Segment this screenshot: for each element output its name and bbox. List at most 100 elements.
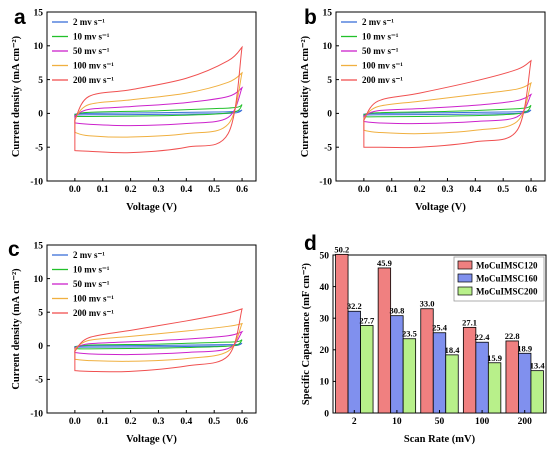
panel-label: a	[14, 6, 26, 29]
bar	[530, 370, 544, 414]
bar-value-label: 15.9	[487, 353, 502, 363]
x-tick-label: 0.6	[525, 185, 537, 195]
y-tick-label: -10	[30, 409, 43, 419]
cv-curve-4	[363, 59, 532, 149]
bar-value-label: 27.7	[359, 315, 375, 325]
y-tick-label: 10	[320, 378, 330, 388]
x-tick-label: 0.5	[208, 185, 220, 195]
cv-curve-0	[363, 109, 532, 116]
y-tick-label: 10	[323, 42, 333, 52]
bar-value-label: 27.1	[462, 317, 477, 327]
bar	[360, 325, 374, 414]
bar-value-label: 22.8	[505, 331, 520, 341]
x-tick-label: 0.6	[236, 185, 248, 195]
x-axis-label: Voltage (V)	[126, 202, 177, 213]
y-tick-label: 15	[34, 241, 44, 251]
x-tick-label: 0.2	[125, 185, 137, 195]
legend-label: 50 mv s⁻¹	[73, 46, 110, 56]
y-tick-label: 10	[34, 275, 44, 285]
legend-label: 2 mv s⁻¹	[73, 250, 105, 260]
legend-label: 100 mv s⁻¹	[73, 61, 114, 71]
y-tick-label: 50	[320, 251, 330, 261]
legend-label: 200 mv s⁻¹	[73, 308, 114, 318]
x-tick-label: 0.4	[469, 185, 481, 195]
y-tick-label: 0	[38, 110, 43, 120]
legend-label: MoCuIMSC200	[476, 287, 538, 297]
x-tick-label: 50	[435, 417, 445, 427]
legend-swatch	[457, 286, 473, 296]
bar	[402, 338, 417, 414]
bar-value-label: 33.0	[420, 299, 435, 309]
x-tick-label: 0.5	[497, 185, 509, 195]
plot-frame	[46, 11, 257, 182]
y-tick-label: 5	[327, 76, 332, 86]
y-tick-label: 0	[327, 110, 332, 120]
bar-value-label: 32.2	[347, 301, 362, 311]
cv-curve-3	[74, 322, 243, 362]
cv-curve-0	[74, 342, 243, 348]
cv-curve-2	[74, 86, 244, 127]
x-tick-label: 0.1	[97, 417, 109, 427]
bar-value-label: 13.4	[530, 361, 546, 371]
bar	[445, 354, 459, 414]
cv-curve-1	[363, 104, 532, 118]
y-tick-label: -5	[35, 144, 43, 154]
legend-label: MoCuIMSC160	[476, 274, 538, 284]
legend-label: 200 mv s⁻¹	[362, 75, 403, 85]
y-tick-label: 20	[320, 346, 330, 356]
legend-label: 2 mv s⁻¹	[73, 17, 105, 27]
legend-label: 100 mv s⁻¹	[73, 294, 114, 304]
y-tick-label: -5	[324, 144, 332, 154]
x-tick-label: 0.1	[97, 185, 109, 195]
cv-curve-1	[74, 339, 243, 350]
legend-label: 10 mv s⁻¹	[73, 265, 110, 275]
cv-curve-4	[74, 45, 243, 154]
y-tick-label: 30	[320, 315, 330, 325]
bar-panel-d: 50.2 45.9 33.0 27.1 22.8 32.2 30.8 25.4 22.4 18.9…	[301, 232, 547, 445]
bar-value-label: 50.2	[334, 244, 349, 254]
bar	[335, 253, 349, 414]
x-tick-label: 200	[518, 417, 533, 427]
y-tick-label: 15	[34, 8, 44, 18]
panel-label: d	[304, 232, 317, 255]
y-tick-label: 15	[323, 8, 333, 18]
bar-value-label: 25.4	[432, 323, 448, 333]
x-tick-label: 0.3	[442, 185, 454, 195]
cv-curve-1	[74, 104, 243, 117]
panel-label: b	[304, 6, 317, 29]
panel-label: c	[8, 238, 20, 261]
x-tick-label: 0.3	[153, 185, 165, 195]
legend-label: MoCuIMSC120	[476, 261, 538, 271]
cv-curve-4	[74, 308, 243, 373]
bar-value-label: 22.4	[475, 332, 491, 342]
legend-label: 50 mv s⁻¹	[73, 279, 110, 289]
legend-label: 200 mv s⁻¹	[73, 75, 114, 85]
bar-value-label: 45.9	[377, 258, 392, 268]
y-axis-label: Current density (mA cm⁻²)	[11, 268, 22, 390]
y-tick-label: -10	[319, 177, 332, 187]
legend-label: 10 mv s⁻¹	[362, 32, 399, 42]
bar-value-label: 18.9	[517, 343, 532, 353]
x-tick-label: 0.2	[125, 417, 137, 427]
x-axis-label: Voltage (V)	[415, 202, 466, 213]
cv-curve-2	[74, 330, 244, 356]
cv-panel-b: 0.0 0.1 0.2 0.3 0.4 0.5 0.6 -10 -5 0 5 10 15 Voltage …	[300, 6, 546, 213]
bar	[377, 267, 392, 414]
x-axis-label: Voltage (V)	[126, 434, 177, 445]
bar-value-label: 30.8	[389, 306, 404, 316]
y-tick-label: 0	[324, 409, 329, 419]
plot-frame	[46, 244, 257, 414]
x-tick-label: 0.6	[236, 417, 248, 427]
x-tick-label: 0.0	[69, 185, 81, 195]
y-tick-label: 10	[34, 42, 44, 52]
cv-curve-3	[363, 82, 532, 135]
x-tick-label: 0.1	[386, 185, 398, 195]
y-tick-label: 0	[38, 342, 43, 352]
bar	[347, 310, 361, 414]
legend-label: 50 mv s⁻¹	[362, 46, 399, 56]
cv-curve-3	[74, 71, 243, 138]
y-tick-label: -5	[35, 376, 43, 386]
x-tick-label: 0.4	[180, 417, 192, 427]
legend-label: 2 mv s⁻¹	[362, 17, 394, 27]
